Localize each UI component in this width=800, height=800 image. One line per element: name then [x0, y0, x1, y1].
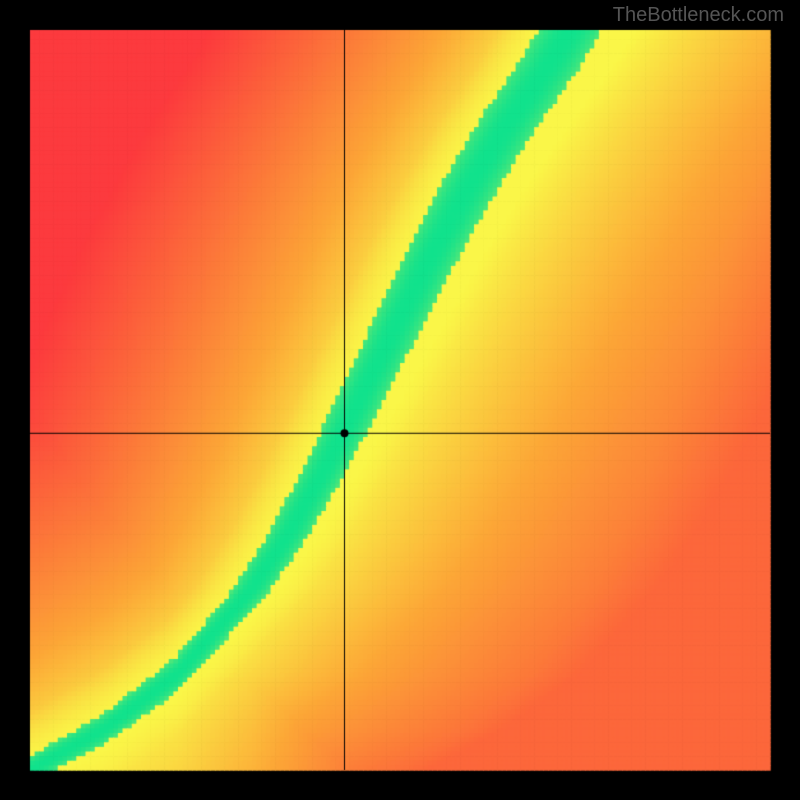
chart-container: TheBottleneck.com: [0, 0, 800, 800]
watermark-text: TheBottleneck.com: [613, 4, 784, 27]
heatmap-canvas: [0, 0, 800, 800]
